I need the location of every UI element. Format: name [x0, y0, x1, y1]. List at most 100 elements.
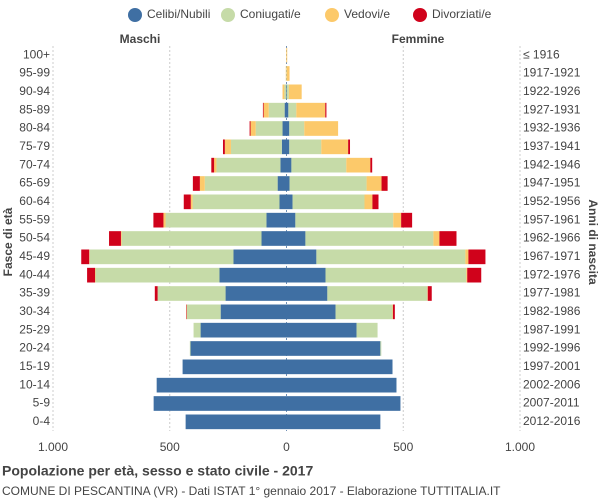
bar-male [284, 84, 287, 100]
bar-male [222, 139, 225, 155]
y-tick-label: 5-9 [33, 396, 51, 410]
x-tick-label: 500 [393, 440, 413, 454]
bar-male [87, 267, 96, 283]
bar-male [157, 286, 226, 301]
y2-tick-label: 2012-2016 [523, 414, 581, 428]
bar-female [466, 267, 468, 283]
bar-female [286, 267, 326, 283]
bar-male [120, 231, 122, 246]
bar-male [182, 359, 287, 375]
bar-female [286, 66, 290, 81]
y-tick-label: 10-14 [19, 377, 50, 391]
y-tick-label: 0-4 [33, 414, 51, 428]
bar-female [364, 194, 373, 210]
legend-swatch [413, 8, 427, 22]
y2-tick-label: 1927-1931 [523, 102, 581, 116]
bar-female [286, 194, 293, 210]
bar-female [465, 249, 469, 265]
bar-female [380, 341, 382, 356]
bar-male [225, 286, 287, 301]
bar-female [286, 47, 288, 63]
y-tick-label: 15-19 [19, 359, 50, 373]
bar-male [219, 267, 287, 283]
y2-tick-label: 1967-1971 [523, 249, 581, 263]
y2-tick-label: 1962-1966 [523, 231, 581, 245]
bar-female [286, 102, 289, 118]
y2-tick-label: 1942-1946 [523, 157, 581, 171]
bar-female [321, 139, 349, 155]
bar-male [268, 102, 285, 118]
y-tick-label: 65-69 [19, 176, 50, 190]
bar-female [468, 249, 486, 265]
bar-female [316, 249, 466, 265]
y2-tick-label: 1972-1976 [523, 267, 581, 281]
bar-male [192, 194, 280, 210]
bar-female [433, 231, 440, 246]
bar-female [289, 139, 322, 155]
bar-female [286, 231, 306, 246]
bar-female [286, 322, 357, 338]
x-tick-label: 1.000 [38, 440, 68, 454]
bar-female [286, 377, 397, 393]
bar-male [249, 121, 251, 136]
bar-female [286, 249, 317, 265]
bar-female [289, 176, 367, 191]
bar-female [366, 176, 382, 191]
bar-male [183, 194, 191, 210]
bar-male [109, 231, 121, 246]
bar-male [165, 212, 267, 228]
bar-male [281, 139, 287, 155]
x-tick-label: 1.000 [505, 440, 535, 454]
bar-female [286, 396, 401, 411]
bar-female [288, 102, 297, 118]
bar-female [286, 121, 290, 136]
y2-tick-label: 1997-2001 [523, 359, 581, 373]
bar-male [204, 176, 278, 191]
bar-male [230, 139, 282, 155]
bar-female [296, 102, 326, 118]
bar-male [280, 157, 287, 173]
bar-male [250, 121, 256, 136]
female-label: Femmine [392, 32, 445, 46]
bar-male [214, 157, 217, 173]
bar-male [279, 194, 287, 210]
y-tick-label: 70-74 [19, 157, 50, 171]
x-tick-label: 0 [283, 440, 290, 454]
bar-male [277, 176, 287, 191]
bar-female [305, 231, 434, 246]
y2-tick-label: 1957-1961 [523, 212, 581, 226]
bar-male [95, 267, 220, 283]
bar-male [89, 249, 234, 265]
bar-male [200, 322, 287, 338]
y-tick-label: 75-79 [19, 139, 50, 153]
bar-male [81, 249, 90, 265]
bar-female [291, 157, 347, 173]
bar-female [286, 139, 290, 155]
bar-female [286, 176, 290, 191]
bar-male [216, 157, 281, 173]
bar-female [325, 267, 467, 283]
legend-label: Coniugati/e [240, 7, 301, 21]
y2-tick-label: 2007-2011 [523, 396, 580, 410]
bar-male [282, 121, 287, 136]
y2-tick-label: 1982-1986 [523, 304, 581, 318]
bar-female [370, 157, 373, 173]
y-tick-label: 40-44 [19, 267, 50, 281]
legend-swatch [325, 8, 339, 22]
legend-swatch [128, 8, 142, 22]
bar-female [286, 157, 292, 173]
bar-male [163, 212, 166, 228]
bar-female [286, 84, 289, 100]
legend-label: Divorziati/e [432, 7, 492, 21]
y-tick-label: 50-54 [19, 231, 50, 245]
y2-tick-label: 1987-1991 [523, 322, 581, 336]
y-tick-label: 95-99 [19, 66, 50, 80]
y2-tick-label: 1977-1981 [523, 286, 581, 300]
y2-tick-label: 1917-1921 [523, 66, 581, 80]
bar-male [233, 249, 287, 265]
bar-female [286, 304, 336, 320]
y2-axis-title: Anni di nascita [586, 199, 600, 285]
bar-female [327, 286, 428, 301]
y2-tick-label: 1952-1956 [523, 194, 581, 208]
